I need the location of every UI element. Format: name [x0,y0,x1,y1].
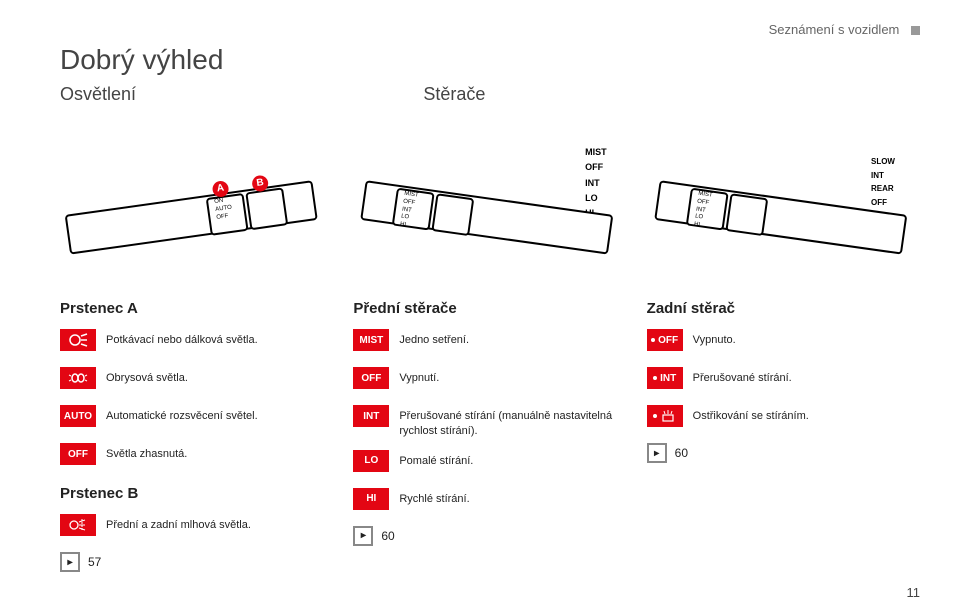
ref-b: ▸ 60 [353,526,626,546]
row-off-b: OFF Vypnutí. [353,367,626,395]
row-int: INT Přerušované stírání (manuálně nastav… [353,405,626,440]
col-a-title: Prstenec A [60,300,333,317]
stalk-diagram-left: A B ON AUTO OFF [60,125,313,280]
auto-icon: AUTO [60,405,96,427]
knob-b [245,187,288,230]
lbl-slow: SLOW [871,155,895,169]
beam-icon [60,329,96,351]
row-off-b-text: Vypnutí. [399,367,439,386]
pageref-icon-b: ▸ [353,526,373,546]
row-hi: HI Rychlé stírání. [353,488,626,516]
c-off-icon: OFF [647,329,683,351]
hi-icon: HI [353,488,389,510]
content-columns: Prstenec A Potkávací nebo dálková světla… [60,300,920,572]
off-icon: OFF [60,443,96,465]
side-labels-mist: MIST OFF INT LO HI [585,145,607,221]
title-block-left: Dobrý výhled Osvětlení [60,44,223,105]
lbl-off2: OFF [871,196,895,210]
subtitle-left: Osvětlení [60,84,223,105]
row-fog-text: Přední a zadní mlhová světla. [106,514,251,533]
row-c-off-text: Vypnuto. [693,329,736,348]
knob-r2b [725,193,768,236]
fog-icon [60,514,96,536]
lo-icon: LO [353,450,389,472]
diagram-area: A B ON AUTO OFF MIST OFF INT LO HI MIST … [60,125,900,280]
c-int-icon: INT [647,367,683,389]
breadcrumb-text: Seznámení s vozidlem [769,22,900,37]
lbl-int2: INT [871,169,895,183]
row-fog: Přední a zadní mlhová světla. [60,514,333,542]
page-number: 11 [907,585,921,600]
row-c-wash: Ostřikování se stíráním. [647,405,920,433]
stalk-diagram-right-1: MIST OFF INT LO HI MIST OFF INT LO HI [353,125,606,280]
row-c-int: INT Přerušované stírání. [647,367,920,395]
row-off-text: Světla zhasnutá. [106,443,187,462]
stalk-left-labels: ON AUTO OFF [214,197,234,222]
title-block-right: Stěrače [423,44,485,105]
page-title: Dobrý výhled [60,44,223,76]
lbl-lo: LO [585,191,607,206]
row-c-off: OFF Vypnuto. [647,329,920,357]
ref-c: ▸ 60 [647,443,920,463]
stalk-diagram-right-2: SLOW INT REAR OFF MIST OFF INT LO HI [647,125,900,280]
row-hi-text: Rychlé stírání. [399,488,469,507]
row-lo: LO Pomalé stírání. [353,450,626,478]
row-side-text: Obrysová světla. [106,367,188,386]
ref-a-num: 57 [88,555,101,569]
row-int-text: Přerušované stírání (manuálně nastavitel… [399,405,626,440]
ref-a: ▸ 57 [60,552,333,572]
col-b-sub-title: Prstenec B [60,485,333,502]
row-beam-text: Potkávací nebo dálková světla. [106,329,258,348]
pageref-icon: ▸ [60,552,80,572]
row-beam: Potkávací nebo dálková světla. [60,329,333,357]
lbl-mist: MIST [585,145,607,160]
column-a: Prstenec A Potkávací nebo dálková světla… [60,300,333,572]
stalk-body-r1: MIST OFF INT LO HI [361,180,614,254]
c-int-label: INT [660,373,676,384]
breadcrumb: Seznámení s vozidlem [769,22,920,37]
row-auto: AUTO Automatické rozsvěcení světel. [60,405,333,433]
subtitle-right: Stěrače [423,84,485,105]
breadcrumb-marker [911,26,920,35]
row-mist-text: Jedno setření. [399,329,469,348]
row-c-int-text: Přerušované stírání. [693,367,792,386]
row-off: OFF Světla zhasnutá. [60,443,333,471]
title-row: Dobrý výhled Osvětlení Stěrače [60,44,485,105]
int-icon: INT [353,405,389,427]
ref-b-num: 60 [381,529,394,543]
column-c: Zadní stěrač OFF Vypnuto. INT Přerušovan… [647,300,920,572]
lbl-int: INT [585,176,607,191]
col-b-title: Přední stěrače [353,300,626,317]
page-title-spacer [423,44,485,76]
off-icon-b: OFF [353,367,389,389]
lbl-off: OFF [585,160,607,175]
col-c-title: Zadní stěrač [647,300,920,317]
lbl-rear: REAR [871,182,895,196]
row-lo-text: Pomalé stírání. [399,450,473,469]
row-auto-text: Automatické rozsvěcení světel. [106,405,258,424]
row-side: Obrysová světla. [60,367,333,395]
row-mist: MIST Jedno setření. [353,329,626,357]
pageref-icon-c: ▸ [647,443,667,463]
stalk-body-r2: MIST OFF INT LO HI [654,180,907,254]
wash-icon [647,405,683,427]
ref-c-num: 60 [675,446,688,460]
row-c-wash-text: Ostřikování se stíráním. [693,405,809,424]
stalk-body-left: A B ON AUTO OFF [65,180,318,254]
column-b: Přední stěrače MIST Jedno setření. OFF V… [353,300,626,572]
sidelight-icon [60,367,96,389]
mist-icon: MIST [353,329,389,351]
c-off-label: OFF [658,335,678,346]
side-labels-rear: SLOW INT REAR OFF [871,155,895,209]
knob-r1b [432,193,475,236]
